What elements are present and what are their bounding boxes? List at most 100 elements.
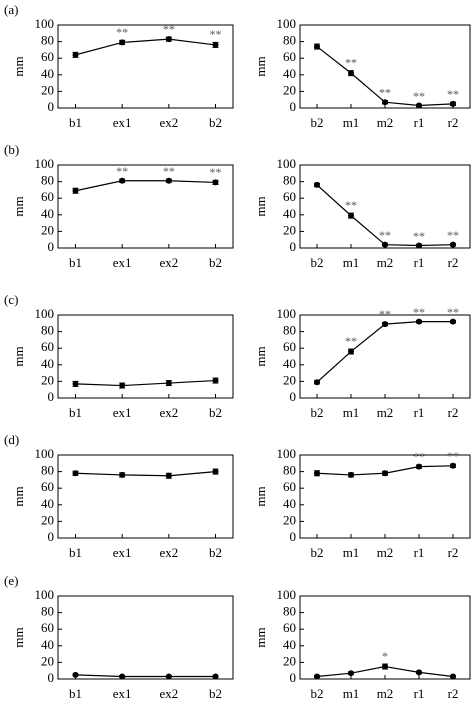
- y-tick-label: 20: [41, 372, 54, 387]
- y-tick-label: 80: [41, 323, 54, 338]
- significance-marker: **: [345, 55, 357, 69]
- data-point: [416, 463, 422, 470]
- data-point: [119, 471, 126, 478]
- y-tick-label: 20: [41, 653, 54, 668]
- significance-marker: **: [447, 305, 459, 319]
- y-tick-label: 40: [41, 496, 54, 511]
- y-tick-label: 60: [41, 49, 54, 64]
- data-point: [382, 321, 388, 328]
- y-tick-label: 40: [283, 206, 296, 221]
- data-point: [165, 673, 172, 680]
- significance-marker: **: [345, 198, 357, 212]
- y-tick-label: 0: [48, 670, 55, 685]
- y-tick-label: 20: [41, 222, 54, 237]
- x-tick-label: ex1: [113, 405, 132, 420]
- y-tick-label: 60: [283, 189, 296, 204]
- x-tick-label: b2: [209, 255, 222, 270]
- y-tick-label: 80: [41, 604, 54, 619]
- significance-marker: **: [447, 228, 459, 242]
- significance-marker: **: [163, 22, 175, 36]
- y-tick-label: 0: [290, 239, 297, 254]
- data-point: [314, 181, 320, 188]
- y-tick-label: 100: [277, 446, 297, 461]
- data-line: [75, 674, 216, 678]
- y-tick-label: 40: [283, 66, 296, 81]
- x-tick-label: b2: [209, 545, 222, 560]
- x-tick-label: b1: [69, 115, 82, 130]
- data-point: [382, 470, 388, 477]
- y-tick-label: 0: [48, 239, 55, 254]
- data-point: [119, 673, 126, 680]
- significance-marker: **: [413, 89, 425, 103]
- data-point: [416, 669, 422, 676]
- y-tick-label: 20: [283, 82, 296, 97]
- data-point: [212, 377, 219, 384]
- x-tick-label: ex2: [159, 405, 178, 420]
- y-tick-label: 80: [283, 323, 296, 338]
- y-tick-label: 0: [290, 670, 297, 685]
- panel-label: (c): [4, 292, 18, 307]
- x-tick-label: ex1: [113, 686, 132, 701]
- data-point: [165, 177, 172, 184]
- x-tick-label: r2: [448, 255, 459, 270]
- y-axis-label: mm: [253, 56, 268, 76]
- data-point: [382, 663, 388, 670]
- plot-frame: [57, 595, 234, 680]
- significance-marker: **: [447, 87, 459, 101]
- x-tick-label: b2: [311, 405, 324, 420]
- y-tick-label: 60: [41, 189, 54, 204]
- y-tick-label: 60: [283, 479, 296, 494]
- x-tick-label: ex1: [113, 115, 132, 130]
- y-tick-label: 20: [283, 222, 296, 237]
- x-tick-label: ex1: [113, 255, 132, 270]
- data-point: [212, 673, 219, 680]
- y-tick-label: 100: [277, 306, 297, 321]
- x-tick-label: ex2: [159, 686, 178, 701]
- x-tick-label: m1: [343, 545, 360, 560]
- panel-label: (a): [4, 2, 18, 17]
- x-tick-label: r2: [448, 405, 459, 420]
- x-tick-label: b1: [69, 405, 82, 420]
- y-axis-label: mm: [11, 196, 26, 216]
- data-point: [314, 379, 320, 386]
- significance-marker: **: [413, 229, 425, 243]
- y-tick-label: 80: [41, 173, 54, 188]
- significance-marker: **: [116, 25, 128, 39]
- y-tick-label: 80: [283, 463, 296, 478]
- data-line: [75, 379, 216, 387]
- data-point: [416, 318, 422, 325]
- significance-marker: **: [447, 449, 459, 463]
- x-tick-label: r1: [414, 405, 425, 420]
- y-tick-label: 0: [290, 529, 297, 544]
- y-tick-label: 20: [283, 512, 296, 527]
- y-tick-label: 40: [283, 356, 296, 371]
- y-axis-label: mm: [253, 627, 268, 647]
- x-tick-label: ex2: [159, 255, 178, 270]
- x-tick-label: b1: [69, 255, 82, 270]
- x-tick-label: r1: [414, 545, 425, 560]
- significance-marker: **: [413, 305, 425, 319]
- data-point: [212, 179, 219, 186]
- y-tick-label: 40: [283, 496, 296, 511]
- data-point: [416, 242, 422, 249]
- data-point: [450, 673, 456, 680]
- y-axis-label: mm: [253, 486, 268, 506]
- plot-frame: [57, 454, 234, 539]
- significance-marker: **: [379, 307, 391, 321]
- significance-marker: *: [382, 649, 388, 663]
- data-point: [119, 382, 126, 389]
- x-tick-label: b2: [209, 686, 222, 701]
- significance-marker: **: [210, 165, 222, 179]
- data-point: [212, 468, 219, 475]
- y-tick-label: 100: [277, 16, 297, 31]
- y-tick-label: 80: [283, 33, 296, 48]
- y-tick-label: 100: [35, 156, 55, 171]
- x-tick-label: b1: [69, 545, 82, 560]
- data-point: [382, 241, 388, 248]
- y-tick-label: 0: [48, 389, 55, 404]
- plot-frame: [299, 454, 471, 539]
- x-tick-label: ex2: [159, 545, 178, 560]
- y-tick-label: 60: [283, 339, 296, 354]
- data-point: [450, 241, 456, 248]
- data-point: [72, 470, 79, 477]
